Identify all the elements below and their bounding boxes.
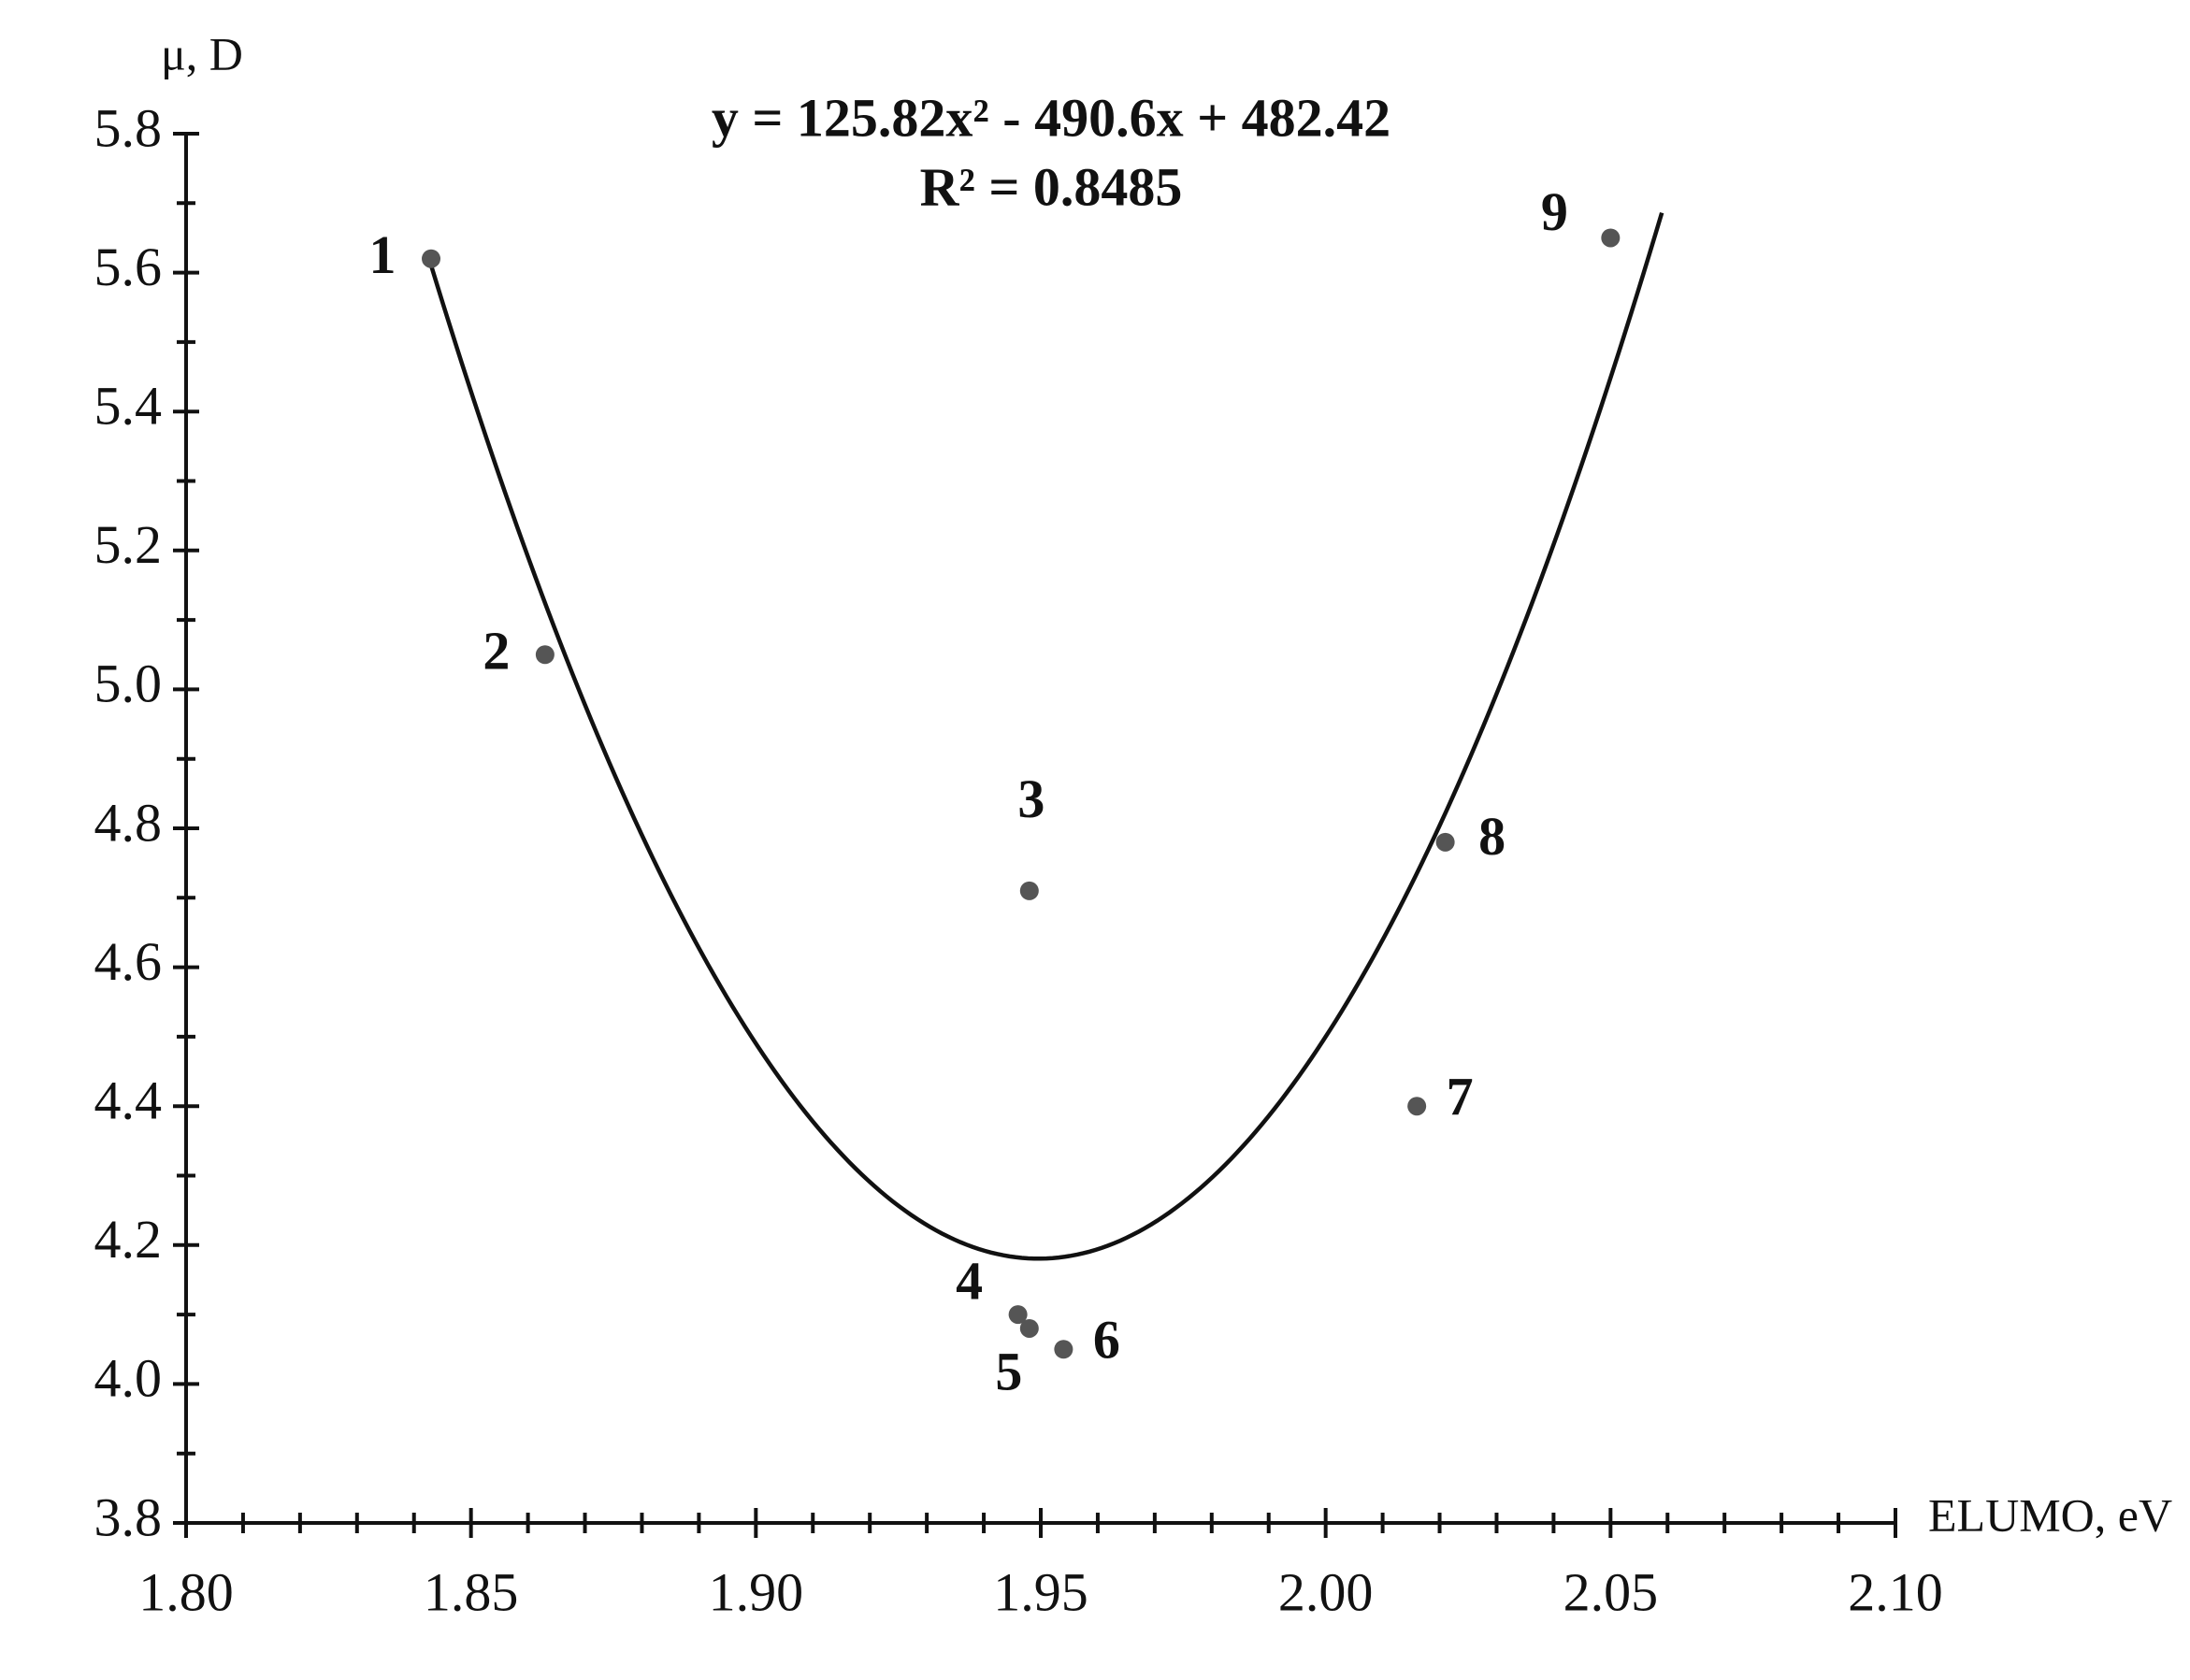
chart-title: y = 125.82x² - 490.6x + 482.42 <box>712 87 1390 148</box>
point-label: 4 <box>956 1250 983 1311</box>
x-tick-label: 2.05 <box>1563 1561 1659 1622</box>
point-label: 2 <box>483 621 510 682</box>
point-label: 5 <box>995 1341 1022 1401</box>
point <box>535 645 555 665</box>
y-tick-label: 4.2 <box>94 1209 163 1270</box>
x-axis-label: ELUMO, eV <box>1928 1488 2172 1541</box>
point <box>1435 832 1455 852</box>
point <box>1054 1340 1073 1359</box>
x-tick-label: 1.95 <box>993 1561 1088 1622</box>
y-tick-label: 5.2 <box>94 514 163 575</box>
chart-subtitle: R² = 0.8485 <box>920 156 1183 217</box>
point <box>1019 881 1039 900</box>
x-tick-label: 2.10 <box>1848 1561 1943 1622</box>
trendline <box>428 211 1664 1261</box>
y-tick-label: 4.0 <box>94 1348 163 1409</box>
point <box>1407 1097 1427 1116</box>
point-label: 1 <box>369 224 396 285</box>
x-tick-label: 1.85 <box>424 1561 519 1622</box>
x-tick-label: 1.80 <box>138 1561 234 1622</box>
point <box>1008 1305 1028 1325</box>
y-tick-label: 4.8 <box>94 792 163 853</box>
point-label: 6 <box>1093 1310 1120 1371</box>
point-label: 3 <box>1017 768 1045 829</box>
y-tick-label: 4.6 <box>94 931 163 992</box>
point-label: 9 <box>1541 181 1568 242</box>
y-tick-label: 5.6 <box>94 237 163 297</box>
x-tick-label: 1.90 <box>709 1561 804 1622</box>
y-tick-label: 3.8 <box>94 1486 163 1547</box>
y-tick-label: 4.4 <box>94 1070 163 1131</box>
point <box>1019 1318 1039 1338</box>
point <box>1601 228 1621 248</box>
y-tick-label: 5.0 <box>94 653 163 714</box>
point-label: 8 <box>1478 806 1506 867</box>
y-tick-label: 5.4 <box>94 376 163 437</box>
x-tick-label: 2.00 <box>1278 1561 1374 1622</box>
point <box>422 249 441 268</box>
point-label: 7 <box>1447 1067 1474 1127</box>
y-axis-label: μ, D <box>161 27 243 79</box>
y-tick-label: 5.8 <box>94 97 163 158</box>
